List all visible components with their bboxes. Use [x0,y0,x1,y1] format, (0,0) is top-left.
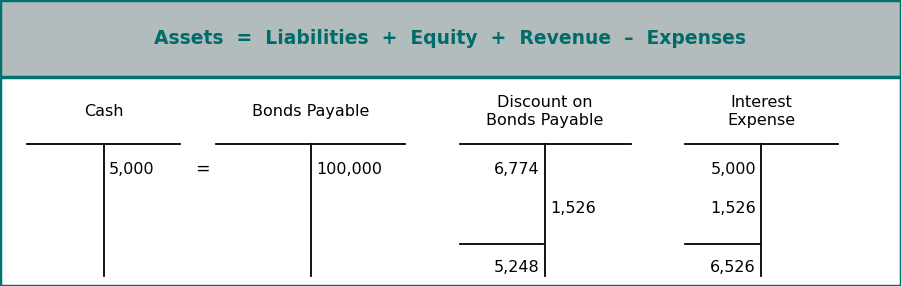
Bar [0,0,901,77]
Text: 6,774: 6,774 [494,162,540,176]
Text: 100,000: 100,000 [316,162,382,176]
Text: 6,526: 6,526 [710,260,756,275]
Text: Interest
Expense: Interest Expense [727,96,796,128]
Text: Assets  =  Liabilities  +  Equity  +  Revenue  –  Expenses: Assets = Liabilities + Equity + Revenue … [154,29,747,48]
Text: 5,000: 5,000 [109,162,155,176]
Text: Bonds Payable: Bonds Payable [252,104,369,119]
Text: =: = [196,160,210,178]
Text: Cash: Cash [84,104,123,119]
Text: Discount on
Bonds Payable: Discount on Bonds Payable [487,96,604,128]
Text: 5,248: 5,248 [494,260,540,275]
Text: 1,526: 1,526 [710,201,756,216]
Text: 1,526: 1,526 [551,201,596,216]
Text: 5,000: 5,000 [710,162,756,176]
